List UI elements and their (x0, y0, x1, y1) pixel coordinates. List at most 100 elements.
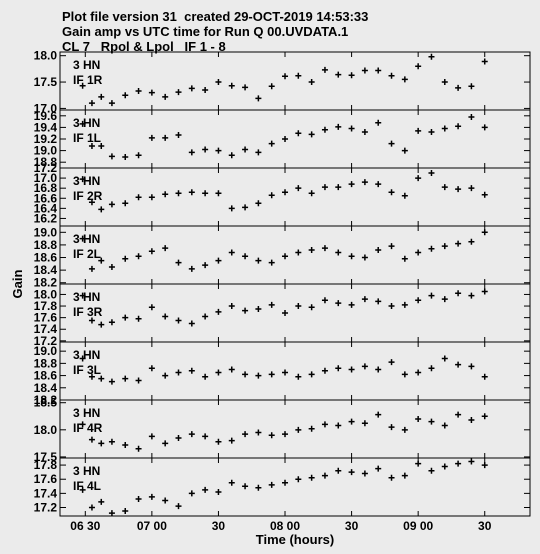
antenna-label: 3 HN (73, 58, 100, 72)
data-point (122, 255, 129, 262)
data-point (375, 366, 382, 373)
data-point (135, 377, 142, 384)
data-point (135, 88, 142, 95)
data-point (282, 136, 289, 142)
data-point (162, 313, 169, 320)
data-point (108, 319, 115, 326)
data-point (202, 313, 209, 320)
data-point (228, 437, 235, 444)
data-point (348, 125, 355, 132)
data-point (295, 303, 302, 310)
data-point (348, 366, 355, 373)
plot-header-line1: Plot file version 31 created 29-OCT-2019… (62, 9, 369, 24)
data-point (255, 257, 262, 264)
data-point (282, 189, 289, 196)
plot-header-line3: CL 7 Rpol & Lpol IF 1 - 8 (62, 39, 226, 54)
panel-frame (59, 457, 531, 517)
data-point (321, 472, 328, 479)
data-point (455, 290, 462, 297)
data-point (401, 192, 408, 199)
data-point (202, 433, 209, 440)
y-tick-label: 17.2 (34, 334, 58, 348)
antenna-label: 3 HN (73, 348, 100, 362)
data-point (348, 418, 355, 425)
data-point (188, 320, 195, 327)
data-point (282, 479, 289, 486)
y-axis-label: Gain (10, 269, 25, 298)
data-point (162, 372, 169, 379)
data-point (228, 82, 235, 89)
data-point (148, 89, 155, 96)
data-point (361, 420, 368, 427)
data-point (148, 134, 155, 141)
data-point (148, 433, 155, 440)
data-point (79, 82, 86, 89)
data-point (375, 119, 382, 126)
y-tick-label: 19.4 (34, 120, 58, 134)
data-point (108, 100, 115, 107)
data-point (228, 303, 235, 310)
data-point (202, 146, 209, 153)
data-point (468, 458, 475, 465)
if-label: IF 1R (73, 73, 103, 87)
data-point (415, 460, 422, 467)
data-point (188, 189, 195, 196)
panel-frame (59, 225, 531, 285)
data-point (481, 124, 488, 131)
y-tick-label: 17.0 (34, 171, 58, 185)
data-point (428, 53, 435, 60)
data-point (242, 84, 249, 91)
data-point (162, 191, 169, 198)
data-point (321, 126, 328, 133)
y-tick-label: 18.0 (34, 49, 58, 63)
y-tick-label: 18.8 (34, 155, 58, 169)
data-point (321, 297, 328, 304)
data-point (175, 369, 182, 376)
data-point (228, 366, 235, 373)
data-point (148, 365, 155, 372)
data-point (108, 510, 115, 517)
data-point (79, 355, 86, 362)
data-point (135, 152, 142, 159)
x-tick-label: 30 (345, 519, 359, 533)
data-point (202, 373, 209, 380)
data-point (282, 310, 289, 316)
data-point (415, 415, 422, 422)
data-point (162, 440, 169, 447)
data-point (228, 479, 235, 486)
data-point (268, 432, 275, 439)
data-point (175, 131, 182, 138)
y-tick-label: 19.2 (34, 132, 58, 146)
panel-frame (59, 51, 531, 111)
y-tick-label: 17.5 (34, 75, 58, 89)
x-tick-label: 06 30 (70, 519, 100, 533)
data-point (361, 296, 368, 303)
antenna-label: 3 HN (73, 174, 100, 188)
data-point (321, 245, 328, 252)
data-point (308, 304, 315, 311)
y-tick-label: 17.4 (34, 322, 58, 336)
data-point (108, 438, 115, 445)
data-point (255, 484, 262, 491)
data-point (188, 265, 195, 272)
y-tick-label: 16.4 (34, 201, 58, 215)
data-point (321, 367, 328, 374)
data-point (175, 89, 182, 96)
y-tick-label: 16.6 (34, 191, 58, 205)
data-point (255, 149, 262, 156)
data-point (468, 363, 475, 370)
x-tick-label: 07 00 (137, 519, 167, 533)
data-point (428, 467, 435, 474)
data-point (88, 100, 95, 107)
data-point (428, 245, 435, 252)
x-axis-label: Time (hours) (256, 532, 335, 547)
y-tick-label: 17.4 (34, 486, 58, 500)
data-point (79, 421, 86, 428)
data-point (242, 431, 249, 438)
data-point (468, 185, 475, 192)
data-point (282, 253, 289, 260)
data-point (215, 488, 222, 495)
data-point (282, 369, 289, 376)
antenna-label: 3 HN (73, 406, 100, 420)
